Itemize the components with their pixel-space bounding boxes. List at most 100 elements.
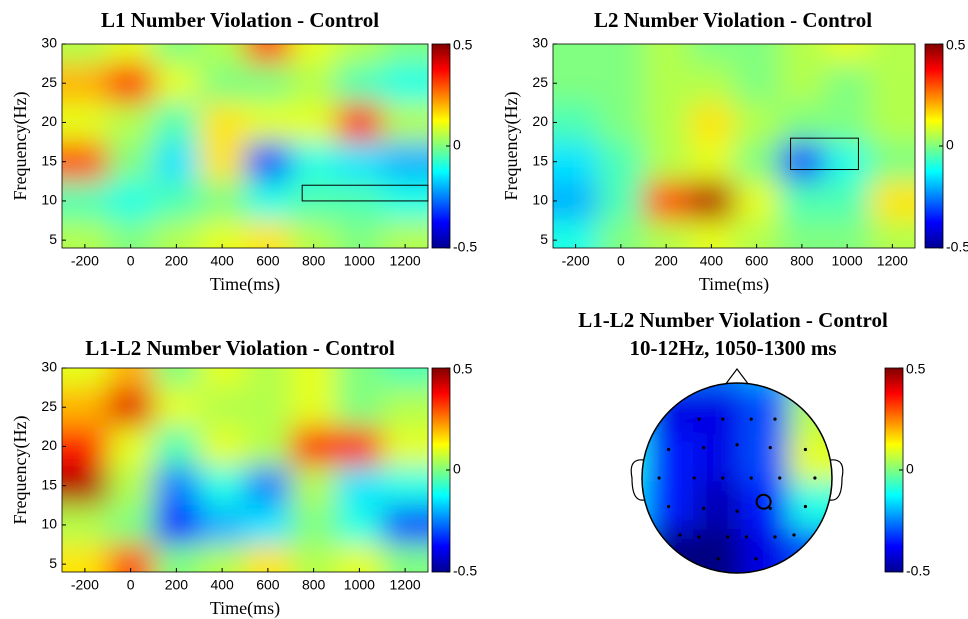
electrode — [735, 443, 739, 447]
heatmap-cell — [245, 426, 292, 467]
heatmap-cell — [107, 505, 154, 546]
colorbar: 0.5 0 -0.5 — [431, 37, 477, 255]
heatmap-cell — [62, 63, 109, 104]
heatmap-cell — [688, 142, 735, 182]
heatmap-cell — [869, 63, 915, 104]
x-axis-label: Time(ms) — [699, 274, 769, 295]
heatmap-cell — [643, 102, 690, 143]
heatmap-cell — [107, 102, 154, 143]
heatmap-cells — [553, 44, 915, 248]
x-tick-label: 200 — [654, 253, 678, 269]
plot-frame — [61, 43, 429, 249]
heatmap-cell — [553, 102, 599, 143]
roi-box — [790, 137, 859, 171]
electrode — [803, 504, 808, 509]
x-tick-label: 1000 — [832, 253, 863, 269]
electrode — [754, 557, 758, 561]
y-tick-label: 25 — [41, 398, 57, 414]
heatmap-cell — [336, 63, 383, 104]
heatmap-cell — [598, 102, 644, 143]
x-tick-label: 400 — [210, 253, 234, 269]
electrode — [735, 509, 739, 513]
heatmap-cell — [62, 505, 109, 546]
heatmap-cell — [62, 220, 109, 248]
electrode — [778, 476, 782, 480]
x-tick-label: 200 — [165, 253, 189, 269]
y-tick-label: 30 — [41, 35, 57, 51]
panel-title: L1-L2 Number Violation - Control — [85, 336, 395, 360]
heatmap-cell — [824, 220, 871, 248]
heatmap-cell — [245, 102, 292, 143]
heatmap-cell — [336, 220, 383, 248]
x-tick-label: 1000 — [344, 577, 375, 593]
y-tick-label: 15 — [41, 476, 57, 492]
heatmap-cell — [382, 102, 428, 143]
colorbar-tick-label: -0.5 — [946, 239, 968, 255]
y-tick-label: 5 — [540, 231, 548, 247]
heatmap-cell — [199, 102, 246, 143]
x-axis-label: Time(ms) — [210, 274, 280, 295]
heatmap-cell — [643, 44, 690, 65]
y-axis-label: Frequency(Hz) — [501, 92, 522, 201]
y-tick-label: 25 — [41, 74, 57, 90]
heatmap-cell — [643, 142, 690, 182]
y-axis-label: Frequency(Hz) — [10, 92, 31, 201]
heatmap-cell — [62, 426, 109, 467]
electrode — [667, 447, 671, 452]
heatmap-cell — [336, 544, 383, 572]
heatmap-cell — [199, 505, 246, 546]
x-tick-label: -200 — [71, 577, 99, 593]
right-ear — [829, 459, 844, 501]
heatmap-cell — [382, 426, 428, 467]
colorbar-tick-label: 0 — [453, 461, 461, 477]
y-tick-label: 20 — [532, 113, 548, 129]
panel-title: L1-L2 Number Violation - Control — [578, 308, 888, 332]
heatmap — [553, 44, 915, 248]
heatmap-cell — [62, 142, 109, 182]
electrode — [744, 535, 749, 539]
topo-cell — [788, 529, 832, 573]
y-tick-label: 20 — [41, 437, 57, 453]
colorbar: 0.5 0 -0.5 — [884, 361, 930, 579]
electrode — [813, 476, 817, 480]
heatmap-cell — [153, 466, 200, 506]
heatmap-cell — [869, 102, 915, 143]
heatmap-cell — [290, 220, 337, 248]
heatmap-cell — [290, 387, 337, 428]
heatmap-cell — [153, 387, 200, 428]
y-tick-label: 30 — [41, 359, 57, 375]
x-tick-label: -200 — [562, 253, 590, 269]
electrode — [697, 535, 701, 539]
heatmap-cell — [382, 466, 428, 506]
heatmap-cell — [153, 368, 200, 389]
heatmap-cell — [598, 63, 644, 104]
heatmap-cell — [107, 466, 154, 506]
heatmap-cell — [643, 181, 690, 222]
electrode — [803, 447, 808, 452]
heatmap-cell — [688, 102, 735, 143]
heatmap-cell — [62, 544, 109, 572]
heatmap-cell — [643, 63, 690, 104]
heatmap-cell — [290, 544, 337, 572]
heatmap-cell — [62, 181, 109, 222]
y-tick-label: 5 — [49, 555, 57, 571]
heatmap-cell — [779, 44, 825, 65]
electrode — [749, 417, 753, 421]
colorbar-tick-label: 0.5 — [453, 361, 473, 377]
heatmap-cell — [336, 142, 383, 182]
x-tick-label: 600 — [256, 577, 280, 593]
x-axis-label: Time(ms) — [210, 598, 280, 619]
y-tick-label: 15 — [41, 152, 57, 168]
electrode — [667, 504, 671, 509]
heatmap-cell — [290, 102, 337, 143]
heatmap-cell — [779, 220, 825, 248]
heatmap-cell — [107, 220, 154, 248]
x-tick-label: 600 — [256, 253, 280, 269]
electrode — [768, 506, 772, 510]
panel-title: L1 Number Violation - Control — [101, 8, 379, 32]
heatmap-cell — [688, 63, 735, 104]
heatmap-cell — [153, 181, 200, 222]
electrode — [721, 417, 725, 421]
heatmap-cell — [199, 466, 246, 506]
